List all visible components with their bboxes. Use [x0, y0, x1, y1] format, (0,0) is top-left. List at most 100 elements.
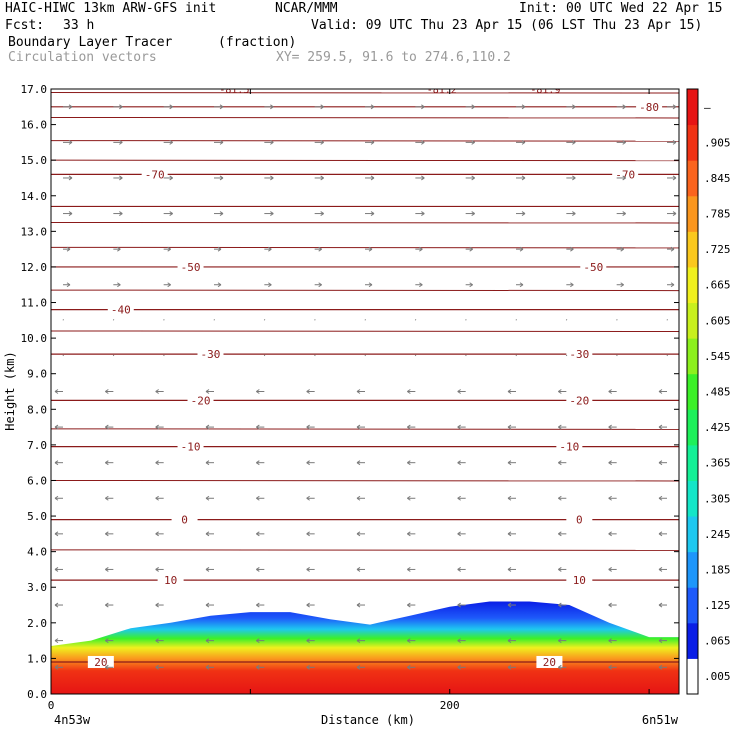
isotherm-label-bg [87, 655, 114, 668]
circulation-vector [616, 211, 626, 216]
circulation-vector [54, 664, 63, 670]
circulation-vector [365, 211, 375, 216]
circulation-vector [314, 139, 324, 145]
isotherm-label: -10 [181, 441, 201, 454]
circulation-vector [616, 282, 624, 288]
circulation-vector [566, 104, 576, 110]
circulation-vector [105, 424, 114, 430]
circulation-vector [457, 495, 466, 501]
isotherm-label-bg [107, 303, 134, 316]
colorbar-label: .365 [704, 457, 731, 470]
circulation-vector [658, 460, 667, 466]
circulation-vector [465, 139, 475, 145]
circulation-vector [515, 354, 517, 357]
circulation-vector [163, 211, 173, 216]
circulation-vector [415, 211, 425, 216]
circulation-vector [306, 531, 315, 537]
y-tick-label: 2.0 [27, 617, 47, 630]
circulation-vector [263, 319, 266, 321]
circulation-vector [658, 602, 667, 608]
circulation-vector [314, 319, 316, 321]
isotherm-label: -70 [615, 168, 635, 181]
circulation-vector [407, 389, 416, 394]
circulation-vector [113, 139, 123, 145]
colorbar-swatch [687, 587, 698, 624]
circulation-vector [105, 531, 114, 537]
circulation-vector [63, 282, 71, 288]
circulation-vector [62, 319, 64, 321]
circulation-vector [407, 460, 416, 466]
circulation-vector [558, 424, 567, 430]
isotherm-label-bg [177, 260, 204, 273]
circulation-vector [214, 246, 222, 252]
isotherm-line [51, 445, 679, 448]
contour-line [51, 140, 679, 142]
circulation-vector [105, 389, 114, 394]
colorbar-label: .845 [704, 172, 731, 185]
circulation-vector [365, 282, 373, 288]
x-right-endpoint: 6n51w [642, 713, 679, 727]
circulation-vector [113, 246, 121, 252]
colorbar-swatch [687, 373, 698, 410]
circulation-vector [256, 638, 265, 644]
colorbar-label: .305 [704, 492, 731, 505]
circulation-vector [558, 389, 567, 394]
circulation-vector [205, 602, 214, 608]
circulation-vector [457, 638, 466, 644]
circulation-vector [507, 664, 516, 670]
isotherm-label-bg [141, 168, 168, 181]
circulation-vector [457, 389, 466, 394]
colorbar-swatch [687, 409, 698, 446]
circulation-vector [306, 389, 315, 394]
circulation-vector [465, 354, 467, 357]
circulation-vector [658, 424, 667, 430]
circulation-vector [507, 531, 516, 537]
colorbar-label: .785 [704, 208, 731, 221]
circulation-vector [214, 104, 224, 110]
circulation-vector [205, 424, 214, 430]
fcst-label: Fcst: [5, 18, 45, 33]
circulation-vector [112, 319, 115, 321]
circulation-vector [306, 602, 315, 608]
circulation-vector [213, 354, 215, 357]
y-tick-label: 6.0 [27, 474, 47, 487]
colorbar-label: .245 [704, 528, 731, 541]
circulation-vector [658, 638, 667, 644]
circulation-vector [356, 460, 365, 466]
circulation-vector [356, 664, 365, 670]
contour-line [51, 549, 679, 551]
circulation-vector [256, 567, 265, 572]
isotherm-label-bg [177, 440, 204, 453]
circulation-vector [314, 175, 324, 181]
y-tick-label: 4.0 [27, 546, 47, 559]
colorbar-swatch [687, 516, 698, 553]
circulation-vector [163, 139, 173, 145]
circulation-vector [214, 139, 224, 145]
circulation-vector [658, 531, 667, 537]
circulation-vector [112, 354, 115, 357]
y-tick-label: 12.0 [21, 261, 48, 274]
circulation-vector [205, 531, 214, 537]
circulation-vector [63, 211, 73, 216]
circulation-vector [314, 282, 322, 288]
contour-line [51, 428, 679, 430]
circulation-vector [163, 354, 165, 357]
contour-line [51, 221, 679, 224]
circulation-vector [54, 424, 63, 430]
circulation-vector [457, 424, 466, 430]
org-label: NCAR/MMM [275, 1, 338, 16]
circulation-vector [314, 211, 324, 216]
plot-frame [50, 88, 680, 695]
circulation-vector [566, 246, 574, 252]
circulation-vector [63, 139, 73, 145]
circulation-vector [205, 495, 214, 501]
y-tick-label: 3.0 [27, 581, 47, 594]
y-tick-label: 15.0 [21, 154, 48, 167]
circulation-vector [516, 211, 526, 216]
circulation-vector [54, 638, 63, 644]
circulation-vector [457, 460, 466, 466]
circulation-vector [155, 664, 164, 670]
field-name: Boundary Layer Tracer [8, 35, 173, 50]
isotherm-label: -10 [559, 441, 579, 454]
circulation-vector [54, 531, 63, 537]
